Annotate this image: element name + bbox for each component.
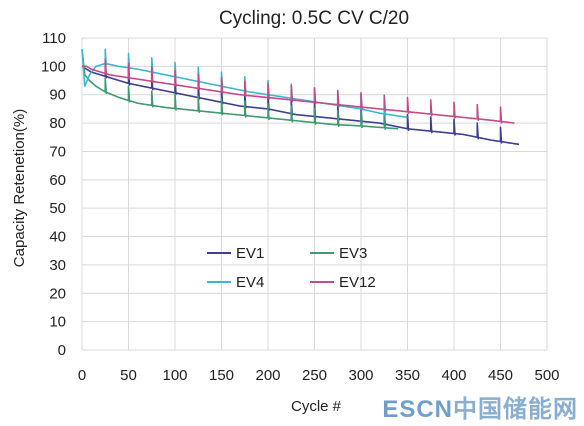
y-tick-label: 40 (49, 229, 66, 246)
series-line-ev1 (81, 61, 520, 146)
series-layer (81, 48, 520, 146)
watermark-cjk: 中国储能网 (453, 396, 578, 423)
legend-label-ev12: EV12 (339, 274, 376, 291)
x-tick-label: 100 (162, 367, 187, 384)
y-tick-label: 70 (49, 143, 66, 160)
x-tick-label: 450 (488, 367, 513, 384)
y-tick-label: 30 (49, 257, 66, 274)
watermark-logo: ESCN中国储能网 (382, 389, 578, 424)
legend-label-ev4: EV4 (236, 274, 264, 291)
grid (81, 37, 548, 351)
y-tick-label: 90 (49, 87, 66, 104)
y-tick-label: 100 (41, 58, 66, 75)
x-tick-label: 150 (209, 367, 234, 384)
y-tick-label: 0 (58, 342, 66, 359)
x-axis-title: Cycle # (291, 398, 342, 415)
chart-title: Cycling: 0.5C CV C/20 (219, 8, 409, 29)
y-tick-label: 50 (49, 200, 66, 217)
series-line-ev3 (81, 49, 399, 130)
x-axis-ticks: 0 50 100 150 200 250 300 350 400 450 500 (78, 367, 560, 384)
y-axis-title: Capacity Reteneti‌on(%) (11, 109, 28, 267)
x-tick-label: 200 (255, 367, 280, 384)
x-tick-label: 0 (78, 367, 86, 384)
x-tick-label: 500 (534, 367, 559, 384)
x-tick-label: 50 (120, 367, 137, 384)
legend-label-ev1: EV1 (236, 245, 264, 262)
x-tick-label: 350 (395, 367, 420, 384)
y-tick-label: 10 (49, 314, 66, 331)
y-tick-label: 110 (42, 30, 66, 47)
x-tick-label: 250 (302, 367, 327, 384)
y-tick-label: 20 (49, 285, 66, 302)
series-line-ev4 (81, 48, 408, 119)
y-tick-label: 80 (49, 115, 66, 132)
watermark-latin: ESCN (382, 396, 453, 423)
series-line-ev12 (82, 58, 515, 124)
x-tick-label: 300 (348, 367, 373, 384)
legend-label-ev3: EV3 (339, 245, 367, 262)
y-tick-label: 60 (49, 172, 66, 189)
legend: EV1 EV3 EV4 EV12 (207, 245, 376, 291)
y-axis-ticks: 0 10 20 30 40 50 60 70 80 90 100 110 (41, 30, 66, 359)
x-tick-label: 400 (441, 367, 466, 384)
